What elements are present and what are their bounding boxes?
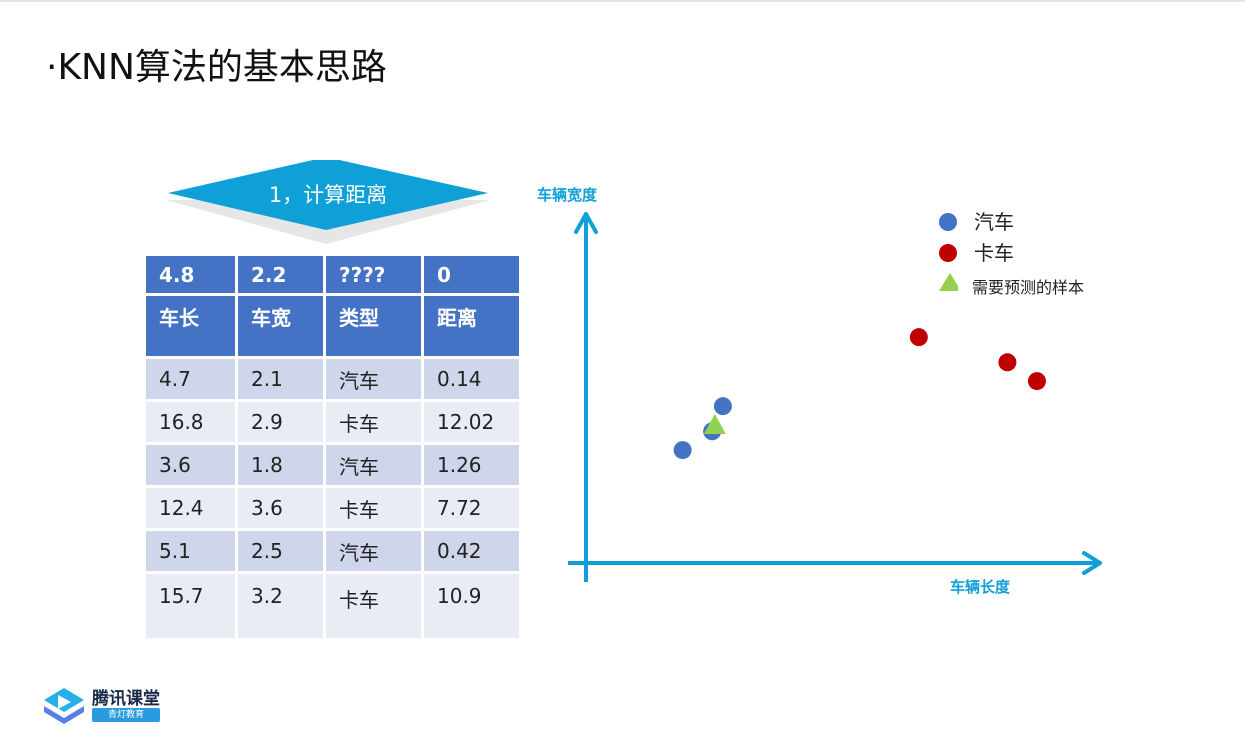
- query-row: 4.8 2.2 ???? 0: [146, 256, 519, 293]
- logo-sub: 青灯教育: [92, 708, 160, 722]
- cell-width: 2.9: [238, 402, 323, 442]
- point-series0-0: [673, 441, 692, 460]
- cell-width: 2.5: [238, 531, 323, 571]
- cell-type: 汽车: [326, 531, 421, 571]
- cell-length: 12.4: [146, 488, 235, 528]
- cell-distance: 12.02: [424, 402, 519, 442]
- query-type: ????: [326, 256, 421, 293]
- cell-type: 汽车: [326, 359, 421, 399]
- play-logo-icon: [44, 688, 84, 724]
- legend-label: 卡车: [974, 241, 1014, 265]
- cell-type: 卡车: [326, 402, 421, 442]
- cell-type: 汽车: [326, 445, 421, 485]
- cell-width: 3.6: [238, 488, 323, 528]
- cell-type: 卡车: [326, 574, 421, 638]
- step-banner-shape: [166, 160, 490, 244]
- cell-length: 3.6: [146, 445, 235, 485]
- cell-distance: 0.42: [424, 531, 519, 571]
- query-distance: 0: [424, 256, 519, 293]
- slide-title: ·KNN算法的基本思路: [46, 47, 387, 88]
- header-length: 车长: [146, 296, 235, 356]
- header-row: 车长 车宽 类型 距离: [146, 296, 519, 356]
- cell-length: 16.8: [146, 402, 235, 442]
- cell-distance: 7.72: [424, 488, 519, 528]
- scatter-plot: [568, 212, 1102, 582]
- step-label: 1，计算距离: [268, 183, 388, 207]
- table-row: 4.7 2.1 汽车 0.14: [146, 359, 519, 399]
- legend-label: 汽车: [974, 210, 1014, 234]
- car-dot-icon: [939, 213, 957, 231]
- header-distance: 距离: [424, 296, 519, 356]
- table-row: 12.4 3.6 卡车 7.72: [146, 488, 519, 528]
- logo-brand: 腾讯课堂: [92, 689, 160, 709]
- table-row: 5.1 2.5 汽车 0.42: [146, 531, 519, 571]
- cell-width: 1.8: [238, 445, 323, 485]
- point-series2-0: [703, 414, 726, 434]
- cell-distance: 0.14: [424, 359, 519, 399]
- triangle-icon: [939, 273, 958, 291]
- cell-width: 2.1: [238, 359, 323, 399]
- y-axis-label: 车辆宽度: [537, 186, 598, 204]
- query-width: 2.2: [238, 256, 323, 293]
- step-banner: 1，计算距离: [158, 160, 498, 252]
- cell-width: 3.2: [238, 574, 323, 638]
- x-axis: [568, 551, 1102, 575]
- cell-length: 5.1: [146, 531, 235, 571]
- point-series0-2: [713, 397, 732, 416]
- cell-distance: 10.9: [424, 574, 519, 638]
- distance-table: 4.8 2.2 ???? 0 车长 车宽 类型 距离 4.7 2.1 汽车 0.…: [143, 253, 522, 641]
- point-series1-2: [1027, 372, 1046, 391]
- point-series1-1: [998, 353, 1017, 372]
- table-row: 16.8 2.9 卡车 12.02: [146, 402, 519, 442]
- cell-length: 4.7: [146, 359, 235, 399]
- header-width: 车宽: [238, 296, 323, 356]
- table-row: 3.6 1.8 汽车 1.26: [146, 445, 519, 485]
- header-type: 类型: [326, 296, 421, 356]
- query-length: 4.8: [146, 256, 235, 293]
- cell-type: 卡车: [326, 488, 421, 528]
- legend-label: 需要预测的样本: [972, 278, 1085, 297]
- x-axis-label: 车辆长度: [950, 578, 1011, 596]
- y-axis: [574, 212, 598, 582]
- table-row: 15.7 3.2 卡车 10.9: [146, 574, 519, 638]
- tencent-classroom-logo: 腾讯课堂 青灯教育: [38, 684, 178, 728]
- cell-length: 15.7: [146, 574, 235, 638]
- top-divider: [0, 0, 1245, 2]
- truck-dot-icon: [939, 244, 957, 262]
- point-series1-0: [909, 328, 928, 347]
- cell-distance: 1.26: [424, 445, 519, 485]
- plot-marks: [673, 328, 1046, 460]
